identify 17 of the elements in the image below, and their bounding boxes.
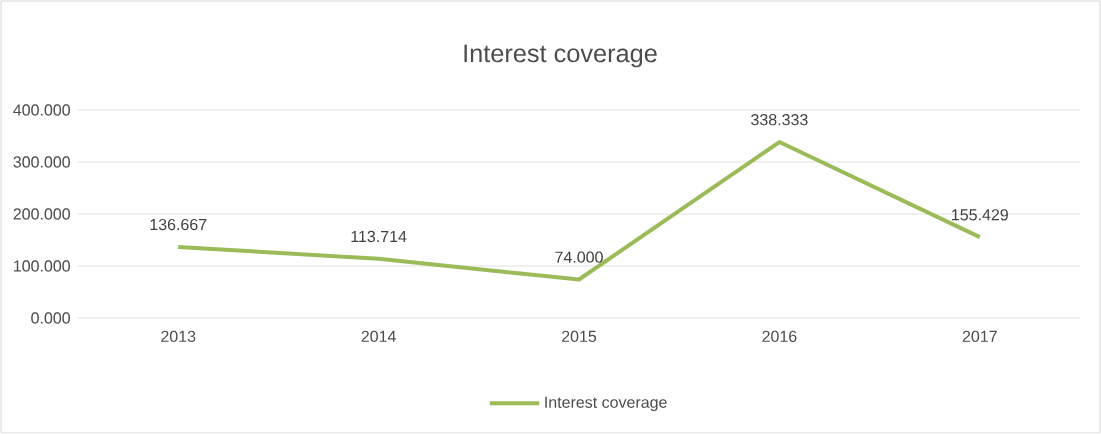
data-label: 338.333 (751, 114, 808, 126)
y-tick-label: 0.000 (31, 312, 71, 324)
data-label: 113.714 (351, 230, 407, 243)
y-tick-label: 300.000 (13, 156, 70, 168)
x-tick-label: 2014 (361, 330, 396, 343)
x-tick-label: 2016 (762, 330, 797, 343)
y-tick-label: 200.000 (13, 208, 70, 220)
y-tick-label: 100.000 (14, 260, 70, 272)
chart-title: Interest coverage (464, 44, 657, 68)
x-tick-label: 2015 (562, 330, 597, 343)
legend-label: Interest coverage (545, 396, 667, 412)
x-tick-label: 2017 (962, 330, 997, 343)
y-tick-label: 400.000 (13, 104, 70, 116)
data-label: 136.667 (150, 218, 207, 231)
data-label: 155.429 (952, 209, 1008, 221)
data-label: 74.000 (555, 251, 603, 263)
x-tick-label: 2013 (161, 330, 196, 343)
